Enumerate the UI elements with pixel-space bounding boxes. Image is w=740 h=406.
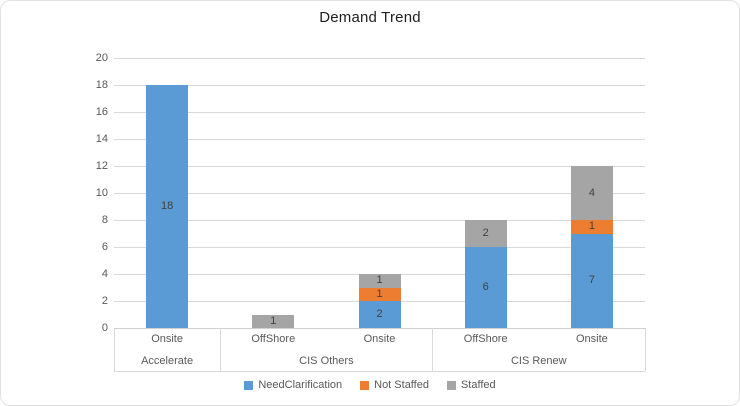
- group-label: CIS Others: [299, 354, 354, 367]
- bar-value-label: 1: [376, 287, 383, 300]
- axis-group-separator: [432, 328, 434, 371]
- bar-value-label: 1: [588, 220, 595, 233]
- axis-group-separator: [219, 328, 221, 371]
- category-label: Onsite: [575, 333, 608, 345]
- gridline: [114, 138, 645, 140]
- bar-segment-not-staffed: [570, 220, 613, 234]
- bar-value-label: 2: [482, 227, 489, 239]
- gridline: [114, 246, 645, 248]
- bar-segment-needclarification: [464, 247, 507, 328]
- bar-segment-staffed: [464, 220, 507, 247]
- y-tick-label: 0: [101, 321, 108, 334]
- legend-swatch-icon: [360, 380, 370, 390]
- chart-legend: NeedClarification Not Staffed Staffed: [1, 379, 739, 391]
- bar-value-label: 7: [588, 274, 595, 287]
- axis-group-separator: [644, 328, 646, 371]
- bar-segment-staffed: [358, 274, 401, 288]
- legend-item: NeedClarification: [244, 379, 342, 391]
- y-tick-label: 2: [101, 294, 108, 307]
- y-tick-label: 20: [95, 51, 108, 64]
- bar-segment-not-staffed: [358, 287, 401, 301]
- bar-value-label: 6: [482, 281, 489, 293]
- legend-swatch-icon: [446, 380, 456, 390]
- legend-label: Staffed: [460, 379, 496, 391]
- bar-segment-needclarification: [146, 85, 189, 328]
- y-tick-label: 4: [101, 267, 108, 280]
- x-axis-line: [114, 327, 645, 329]
- bar-segment-needclarification: [358, 301, 401, 328]
- category-label: Onsite: [363, 333, 396, 345]
- gridline: [114, 57, 645, 59]
- chart-title: Demand Trend: [319, 9, 421, 26]
- bar-segment-staffed: [570, 166, 613, 220]
- y-tick-label: 18: [95, 78, 108, 91]
- bar-segment-needclarification: [570, 233, 613, 328]
- group-label: CIS Renew: [510, 354, 567, 367]
- bar-value-label: 18: [160, 200, 174, 212]
- gridline: [114, 84, 645, 86]
- y-tick-label: 16: [95, 105, 108, 118]
- axis-bottom-border: [114, 370, 645, 372]
- bar-value-label: 1: [376, 274, 383, 287]
- group-label: Accelerate: [141, 354, 194, 367]
- y-tick-label: 8: [101, 213, 108, 226]
- gridline: [114, 111, 645, 113]
- bar-segment-staffed: [252, 314, 295, 328]
- category-label: Onsite: [151, 333, 183, 345]
- bar-value-label: 4: [588, 186, 595, 199]
- gridline: [114, 165, 645, 167]
- bar-value-label: 1: [270, 314, 277, 327]
- gridline: [114, 219, 645, 221]
- y-tick-label: 6: [101, 240, 108, 253]
- legend-label: NeedClarification: [258, 379, 343, 391]
- axis-group-separator: [113, 328, 115, 371]
- bar-value-label: 2: [376, 308, 383, 320]
- legend-swatch-icon: [244, 380, 254, 390]
- gridline: [114, 192, 645, 194]
- y-tick-label: 10: [95, 186, 108, 199]
- y-tick-label: 12: [95, 159, 108, 172]
- category-label: OffShore: [463, 333, 508, 345]
- legend-item: Staffed: [446, 379, 496, 391]
- y-tick-label: 14: [95, 132, 108, 145]
- legend-label: Not Staffed: [374, 379, 429, 391]
- legend-item: Not Staffed: [360, 379, 429, 391]
- category-label: OffShore: [251, 333, 296, 345]
